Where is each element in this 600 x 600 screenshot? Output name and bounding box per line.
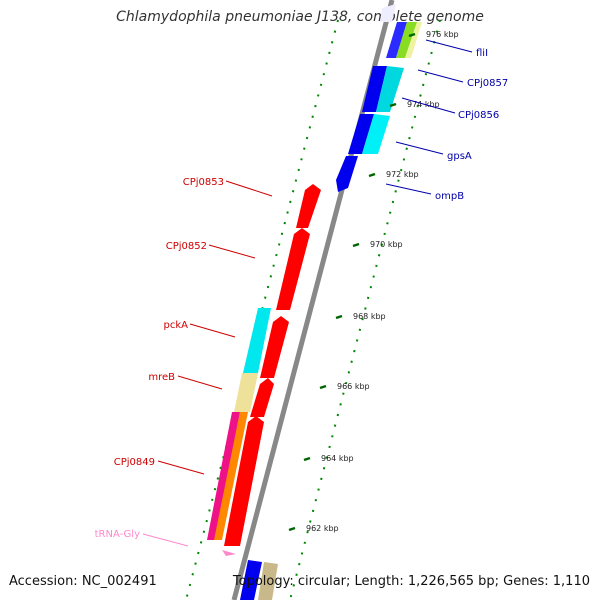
forward-gene-label: CPj0857	[467, 78, 508, 89]
scale-tick-label: 966 kbp	[337, 382, 370, 391]
reverse-label-leader	[177, 375, 223, 390]
forward-label-leader	[385, 183, 432, 195]
gene-gpsA-cyan	[362, 114, 390, 154]
reverse-label-leader	[189, 323, 236, 338]
gene-pckA-arrow	[260, 316, 289, 378]
scale-tick-mark	[288, 526, 296, 532]
forward-label-leader	[425, 39, 473, 53]
scale-tick-label: 972 kbp	[386, 170, 419, 179]
forward-label-leader	[417, 69, 464, 83]
gc-track-right	[289, 19, 441, 600]
forward-label-leader	[401, 97, 456, 114]
scale-tick-label: 962 kbp	[306, 524, 339, 533]
scale-tick-label: 976 kbp	[426, 30, 459, 39]
reverse-gene-label: mreB	[148, 372, 175, 383]
scale-tick-mark	[303, 456, 311, 462]
forward-gene-label: ompB	[435, 191, 464, 202]
reverse-gene-label: CPj0849	[114, 457, 155, 468]
scale-tick-label: 970 kbp	[370, 240, 403, 249]
gene-fliI-green	[396, 22, 417, 58]
gene-cpj0849-arrow	[224, 416, 264, 546]
forward-gene-label: gpsA	[447, 151, 472, 162]
topology-summary: Topology: circular; Length: 1,226,565 bp…	[232, 574, 590, 589]
accession-text: Accession: NC_002491	[9, 574, 157, 589]
scale-tick-mark	[408, 32, 416, 38]
gene-fliI-block	[386, 22, 407, 58]
reverse-gene-label: CPj0853	[183, 177, 224, 188]
scale-tick-mark	[335, 314, 343, 320]
label-layer: fliI CPj0857 CPj0856 gpsA ompB CPj0853 CPj0852…	[95, 39, 508, 547]
gene-cpj0856-block	[376, 66, 404, 112]
gene-cpj0857-block	[362, 66, 387, 112]
gene-cpj0852-arrow	[276, 228, 310, 310]
gene-fliI-pale	[405, 22, 422, 58]
scale-tick-mark	[389, 102, 397, 108]
reverse-gene-label: CPj0852	[166, 241, 207, 252]
reverse-label-leader	[157, 460, 205, 475]
gene-cpj0849-pink	[207, 412, 240, 540]
gene-top-pale	[380, 4, 396, 22]
gene-ompB-block	[336, 156, 358, 192]
gene-cpj0853-arrow	[296, 184, 321, 228]
forward-gene-label: CPj0856	[458, 110, 499, 121]
scale-tick-mark	[368, 172, 376, 178]
scale-tick-label: 968 kbp	[353, 312, 386, 321]
gene-bottom-blue	[240, 560, 262, 600]
gene-bottom-tan	[258, 562, 278, 600]
gene-mreB-arrow	[250, 378, 274, 417]
reverse-gene-label: tRNA-Gly	[95, 529, 140, 540]
scale-tick-label: 964 kbp	[321, 454, 354, 463]
reverse-label-leader	[208, 244, 256, 259]
gene-pckA-block	[243, 308, 271, 373]
forward-gene-label: fliI	[476, 48, 488, 59]
scale-tick-mark	[319, 384, 327, 390]
reverse-gene-label: pckA	[164, 320, 189, 331]
gene-gpsA-block	[348, 114, 374, 154]
reverse-label-leader	[225, 180, 273, 197]
scale-tick-mark	[352, 242, 360, 248]
reverse-label-leader	[142, 533, 189, 547]
forward-label-leader	[395, 141, 444, 155]
gene-cpj0849-orange	[214, 412, 248, 540]
gene-tRNA-marker	[222, 550, 236, 556]
gene-mreB-block	[234, 373, 258, 412]
gc-track-left	[185, 19, 339, 600]
